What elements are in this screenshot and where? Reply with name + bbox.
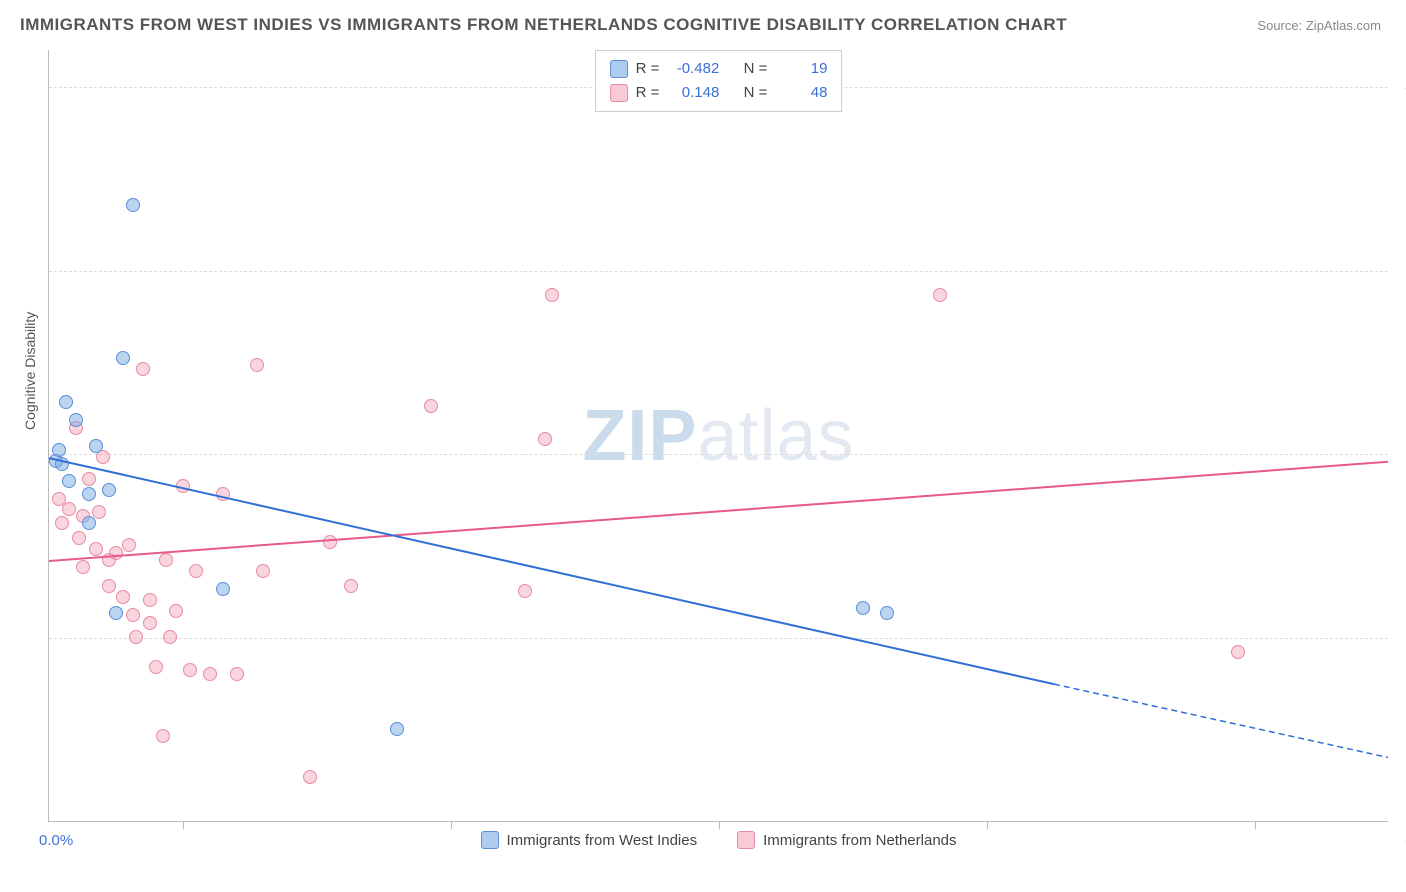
stat-r-blue: -0.482 bbox=[667, 57, 719, 81]
scatter-point bbox=[89, 542, 103, 556]
scatter-point bbox=[156, 729, 170, 743]
scatter-point bbox=[136, 362, 150, 376]
chart-area: ZIPatlas 10.0%20.0%30.0%40.0% 0.0% 40.0%… bbox=[48, 50, 1388, 822]
watermark: ZIPatlas bbox=[582, 395, 854, 477]
gridline-h bbox=[49, 638, 1388, 639]
scatter-point bbox=[344, 579, 358, 593]
scatter-point bbox=[82, 516, 96, 530]
legend-label-blue: Immigrants from West Indies bbox=[506, 832, 697, 849]
scatter-point bbox=[82, 487, 96, 501]
x-tick bbox=[987, 821, 988, 829]
scatter-point bbox=[1231, 645, 1245, 659]
scatter-point bbox=[230, 667, 244, 681]
regression-line-blue-dashed bbox=[1054, 684, 1388, 758]
bottom-legend: Immigrants from West Indies Immigrants f… bbox=[480, 831, 956, 849]
source-value: ZipAtlas.com bbox=[1306, 18, 1381, 33]
x-tick bbox=[719, 821, 720, 829]
stat-r-pink: 0.148 bbox=[667, 81, 719, 105]
scatter-point bbox=[126, 198, 140, 212]
scatter-point bbox=[149, 660, 163, 674]
scatter-point bbox=[216, 487, 230, 501]
stat-r-label: R = bbox=[636, 57, 660, 81]
stat-r-label: R = bbox=[636, 81, 660, 105]
swatch-blue bbox=[610, 60, 628, 78]
regression-lines bbox=[49, 50, 1388, 821]
scatter-point bbox=[109, 606, 123, 620]
scatter-point bbox=[203, 667, 217, 681]
scatter-point bbox=[933, 288, 947, 302]
scatter-point bbox=[169, 604, 183, 618]
scatter-point bbox=[143, 616, 157, 630]
scatter-point bbox=[880, 606, 894, 620]
x-tick bbox=[183, 821, 184, 829]
stats-row-pink: R = 0.148 N = 48 bbox=[610, 81, 828, 105]
scatter-point bbox=[303, 770, 317, 784]
x-axis-label-min: 0.0% bbox=[39, 832, 73, 849]
scatter-point bbox=[116, 351, 130, 365]
scatter-point bbox=[52, 443, 66, 457]
regression-line-pink bbox=[49, 462, 1388, 561]
scatter-point bbox=[856, 601, 870, 615]
watermark-zip: ZIP bbox=[582, 396, 697, 476]
legend-item-blue: Immigrants from West Indies bbox=[480, 831, 697, 849]
scatter-point bbox=[76, 560, 90, 574]
y-axis-title: Cognitive Disability bbox=[22, 312, 38, 430]
stat-n-label: N = bbox=[744, 81, 768, 105]
scatter-point bbox=[143, 593, 157, 607]
x-tick bbox=[1255, 821, 1256, 829]
scatter-point bbox=[250, 358, 264, 372]
stat-n-label: N = bbox=[744, 57, 768, 81]
legend-label-pink: Immigrants from Netherlands bbox=[763, 832, 956, 849]
scatter-point bbox=[159, 553, 173, 567]
scatter-point bbox=[109, 546, 123, 560]
legend-swatch-blue bbox=[480, 831, 498, 849]
swatch-pink bbox=[610, 84, 628, 102]
scatter-point bbox=[116, 590, 130, 604]
scatter-point bbox=[72, 531, 86, 545]
scatter-point bbox=[176, 479, 190, 493]
scatter-point bbox=[129, 630, 143, 644]
scatter-point bbox=[69, 413, 83, 427]
source-attribution: Source: ZipAtlas.com bbox=[1257, 18, 1381, 33]
chart-title: IMMIGRANTS FROM WEST INDIES VS IMMIGRANT… bbox=[20, 15, 1067, 35]
scatter-point bbox=[183, 663, 197, 677]
scatter-point bbox=[189, 564, 203, 578]
scatter-point bbox=[538, 432, 552, 446]
scatter-point bbox=[163, 630, 177, 644]
scatter-point bbox=[424, 399, 438, 413]
scatter-point bbox=[92, 505, 106, 519]
scatter-point bbox=[102, 483, 116, 497]
scatter-point bbox=[518, 584, 532, 598]
watermark-atlas: atlas bbox=[697, 396, 854, 476]
scatter-point bbox=[126, 608, 140, 622]
scatter-point bbox=[390, 722, 404, 736]
scatter-point bbox=[256, 564, 270, 578]
stat-n-pink: 48 bbox=[775, 81, 827, 105]
scatter-point bbox=[323, 535, 337, 549]
scatter-point bbox=[55, 516, 69, 530]
scatter-point bbox=[216, 582, 230, 596]
gridline-h bbox=[49, 454, 1388, 455]
stat-n-blue: 19 bbox=[775, 57, 827, 81]
scatter-point bbox=[62, 474, 76, 488]
scatter-point bbox=[122, 538, 136, 552]
gridline-h bbox=[49, 271, 1388, 272]
scatter-point bbox=[55, 457, 69, 471]
scatter-point bbox=[59, 395, 73, 409]
legend-item-pink: Immigrants from Netherlands bbox=[737, 831, 956, 849]
scatter-point bbox=[82, 472, 96, 486]
scatter-point bbox=[89, 439, 103, 453]
source-label: Source: bbox=[1257, 18, 1302, 33]
x-tick bbox=[451, 821, 452, 829]
scatter-point bbox=[62, 502, 76, 516]
scatter-point bbox=[102, 579, 116, 593]
stats-legend-box: R = -0.482 N = 19 R = 0.148 N = 48 bbox=[595, 50, 843, 112]
scatter-point bbox=[545, 288, 559, 302]
legend-swatch-pink bbox=[737, 831, 755, 849]
stats-row-blue: R = -0.482 N = 19 bbox=[610, 57, 828, 81]
